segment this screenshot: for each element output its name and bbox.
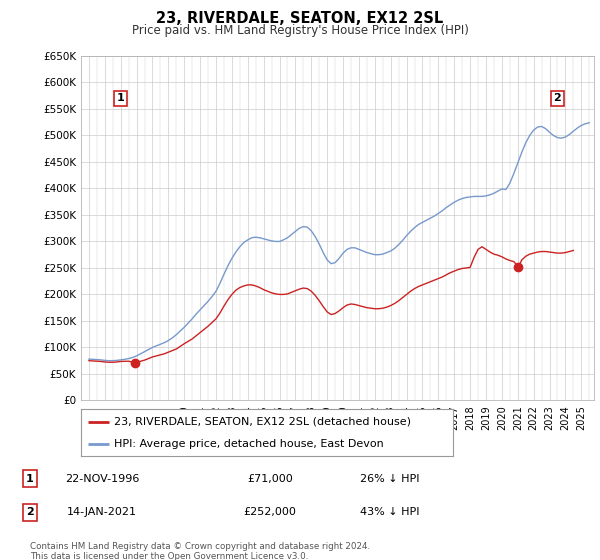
Text: Contains HM Land Registry data © Crown copyright and database right 2024.
This d: Contains HM Land Registry data © Crown c… bbox=[30, 542, 370, 560]
Text: 1: 1 bbox=[26, 474, 34, 484]
Text: 2: 2 bbox=[554, 94, 562, 104]
Text: £71,000: £71,000 bbox=[247, 474, 293, 484]
Text: 14-JAN-2021: 14-JAN-2021 bbox=[67, 507, 137, 517]
Text: 22-NOV-1996: 22-NOV-1996 bbox=[65, 474, 139, 484]
Text: 43% ↓ HPI: 43% ↓ HPI bbox=[360, 507, 420, 517]
Text: 2: 2 bbox=[26, 507, 34, 517]
Text: 26% ↓ HPI: 26% ↓ HPI bbox=[360, 474, 420, 484]
Text: £252,000: £252,000 bbox=[244, 507, 296, 517]
Text: 1: 1 bbox=[117, 94, 125, 104]
Text: Price paid vs. HM Land Registry's House Price Index (HPI): Price paid vs. HM Land Registry's House … bbox=[131, 24, 469, 36]
Text: 23, RIVERDALE, SEATON, EX12 2SL: 23, RIVERDALE, SEATON, EX12 2SL bbox=[157, 11, 443, 26]
Text: 23, RIVERDALE, SEATON, EX12 2SL (detached house): 23, RIVERDALE, SEATON, EX12 2SL (detache… bbox=[115, 417, 412, 427]
Text: HPI: Average price, detached house, East Devon: HPI: Average price, detached house, East… bbox=[115, 438, 384, 449]
